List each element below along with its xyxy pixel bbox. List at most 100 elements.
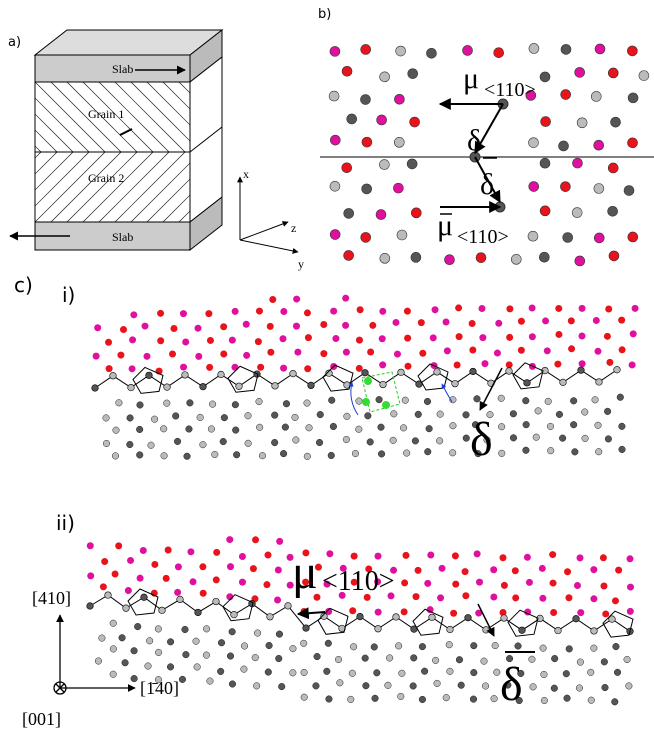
atom [602,684,609,691]
mu-subscript: <110> [457,226,509,248]
atom [613,643,620,650]
atom [568,345,575,352]
atom [393,183,403,193]
atom [581,409,588,416]
atom [329,91,339,101]
atom [351,553,358,560]
atom [469,347,476,354]
atom [267,614,274,621]
atom [577,659,584,666]
atom [195,353,202,360]
atom [602,610,609,617]
atom [239,579,246,586]
atom [231,611,238,618]
atom [564,695,571,702]
atom [266,642,273,649]
atom [256,424,263,431]
atom [245,440,252,447]
atom [220,438,227,445]
atom [408,69,418,79]
mu-subscript: <110> [322,566,395,597]
atom [494,48,504,58]
boundary-units [95,370,617,388]
atom [175,563,182,570]
atom [314,653,321,660]
atom [419,350,426,357]
atom [330,135,340,145]
hatch-line [0,82,25,152]
atom [415,411,422,418]
hatch-line [67,152,137,222]
atom [367,439,374,446]
mu-symbol: μ [292,546,318,599]
atom [362,184,372,194]
atom [615,567,622,574]
atom [624,656,631,663]
atom [163,400,170,407]
atom [179,676,186,683]
atom [436,438,443,445]
atom [512,567,519,574]
atom [550,580,557,587]
atom [605,306,612,313]
atom [278,683,285,690]
atom [226,536,233,543]
atom [143,353,150,360]
atom [490,566,497,573]
atom [252,654,259,661]
atom [103,440,110,447]
atom [456,333,463,340]
atom [565,594,572,601]
atom [535,408,542,415]
atom [122,659,129,666]
atom [275,655,282,662]
atom [217,668,224,675]
atom [394,137,404,147]
atom [401,579,408,586]
atom [167,664,174,671]
atom [424,580,431,587]
atom [87,572,94,579]
atom [510,410,517,417]
atom [426,425,433,432]
atom [594,233,604,243]
atom [424,448,431,455]
atom [362,369,369,376]
atom [182,626,189,633]
atom [588,697,595,704]
atom [575,256,585,266]
hatch-line [3,152,73,222]
atom [375,625,382,632]
atom [397,230,407,240]
atom [402,397,409,404]
atom [213,576,220,583]
structural-unit [228,366,258,392]
hatch-line [243,82,313,152]
atom [141,594,148,601]
atom [131,647,138,654]
atom [458,682,465,689]
atom [328,397,335,404]
atom [110,646,117,653]
atom [131,675,138,682]
atom [252,536,259,543]
atom [112,570,119,577]
atom [560,182,570,192]
atom [250,565,257,572]
atom [113,427,120,434]
atom [347,696,354,703]
atom [227,653,234,660]
atom [137,575,144,582]
atom [203,652,210,659]
delta-symbol: δ [467,124,481,157]
atom [182,372,189,379]
hatch-line [0,82,9,152]
atom [494,350,501,357]
atom [476,579,483,586]
atom [498,423,505,430]
atom [200,441,207,448]
atom [116,399,123,406]
atom [325,640,332,647]
atom [611,699,618,706]
atom [627,46,637,56]
